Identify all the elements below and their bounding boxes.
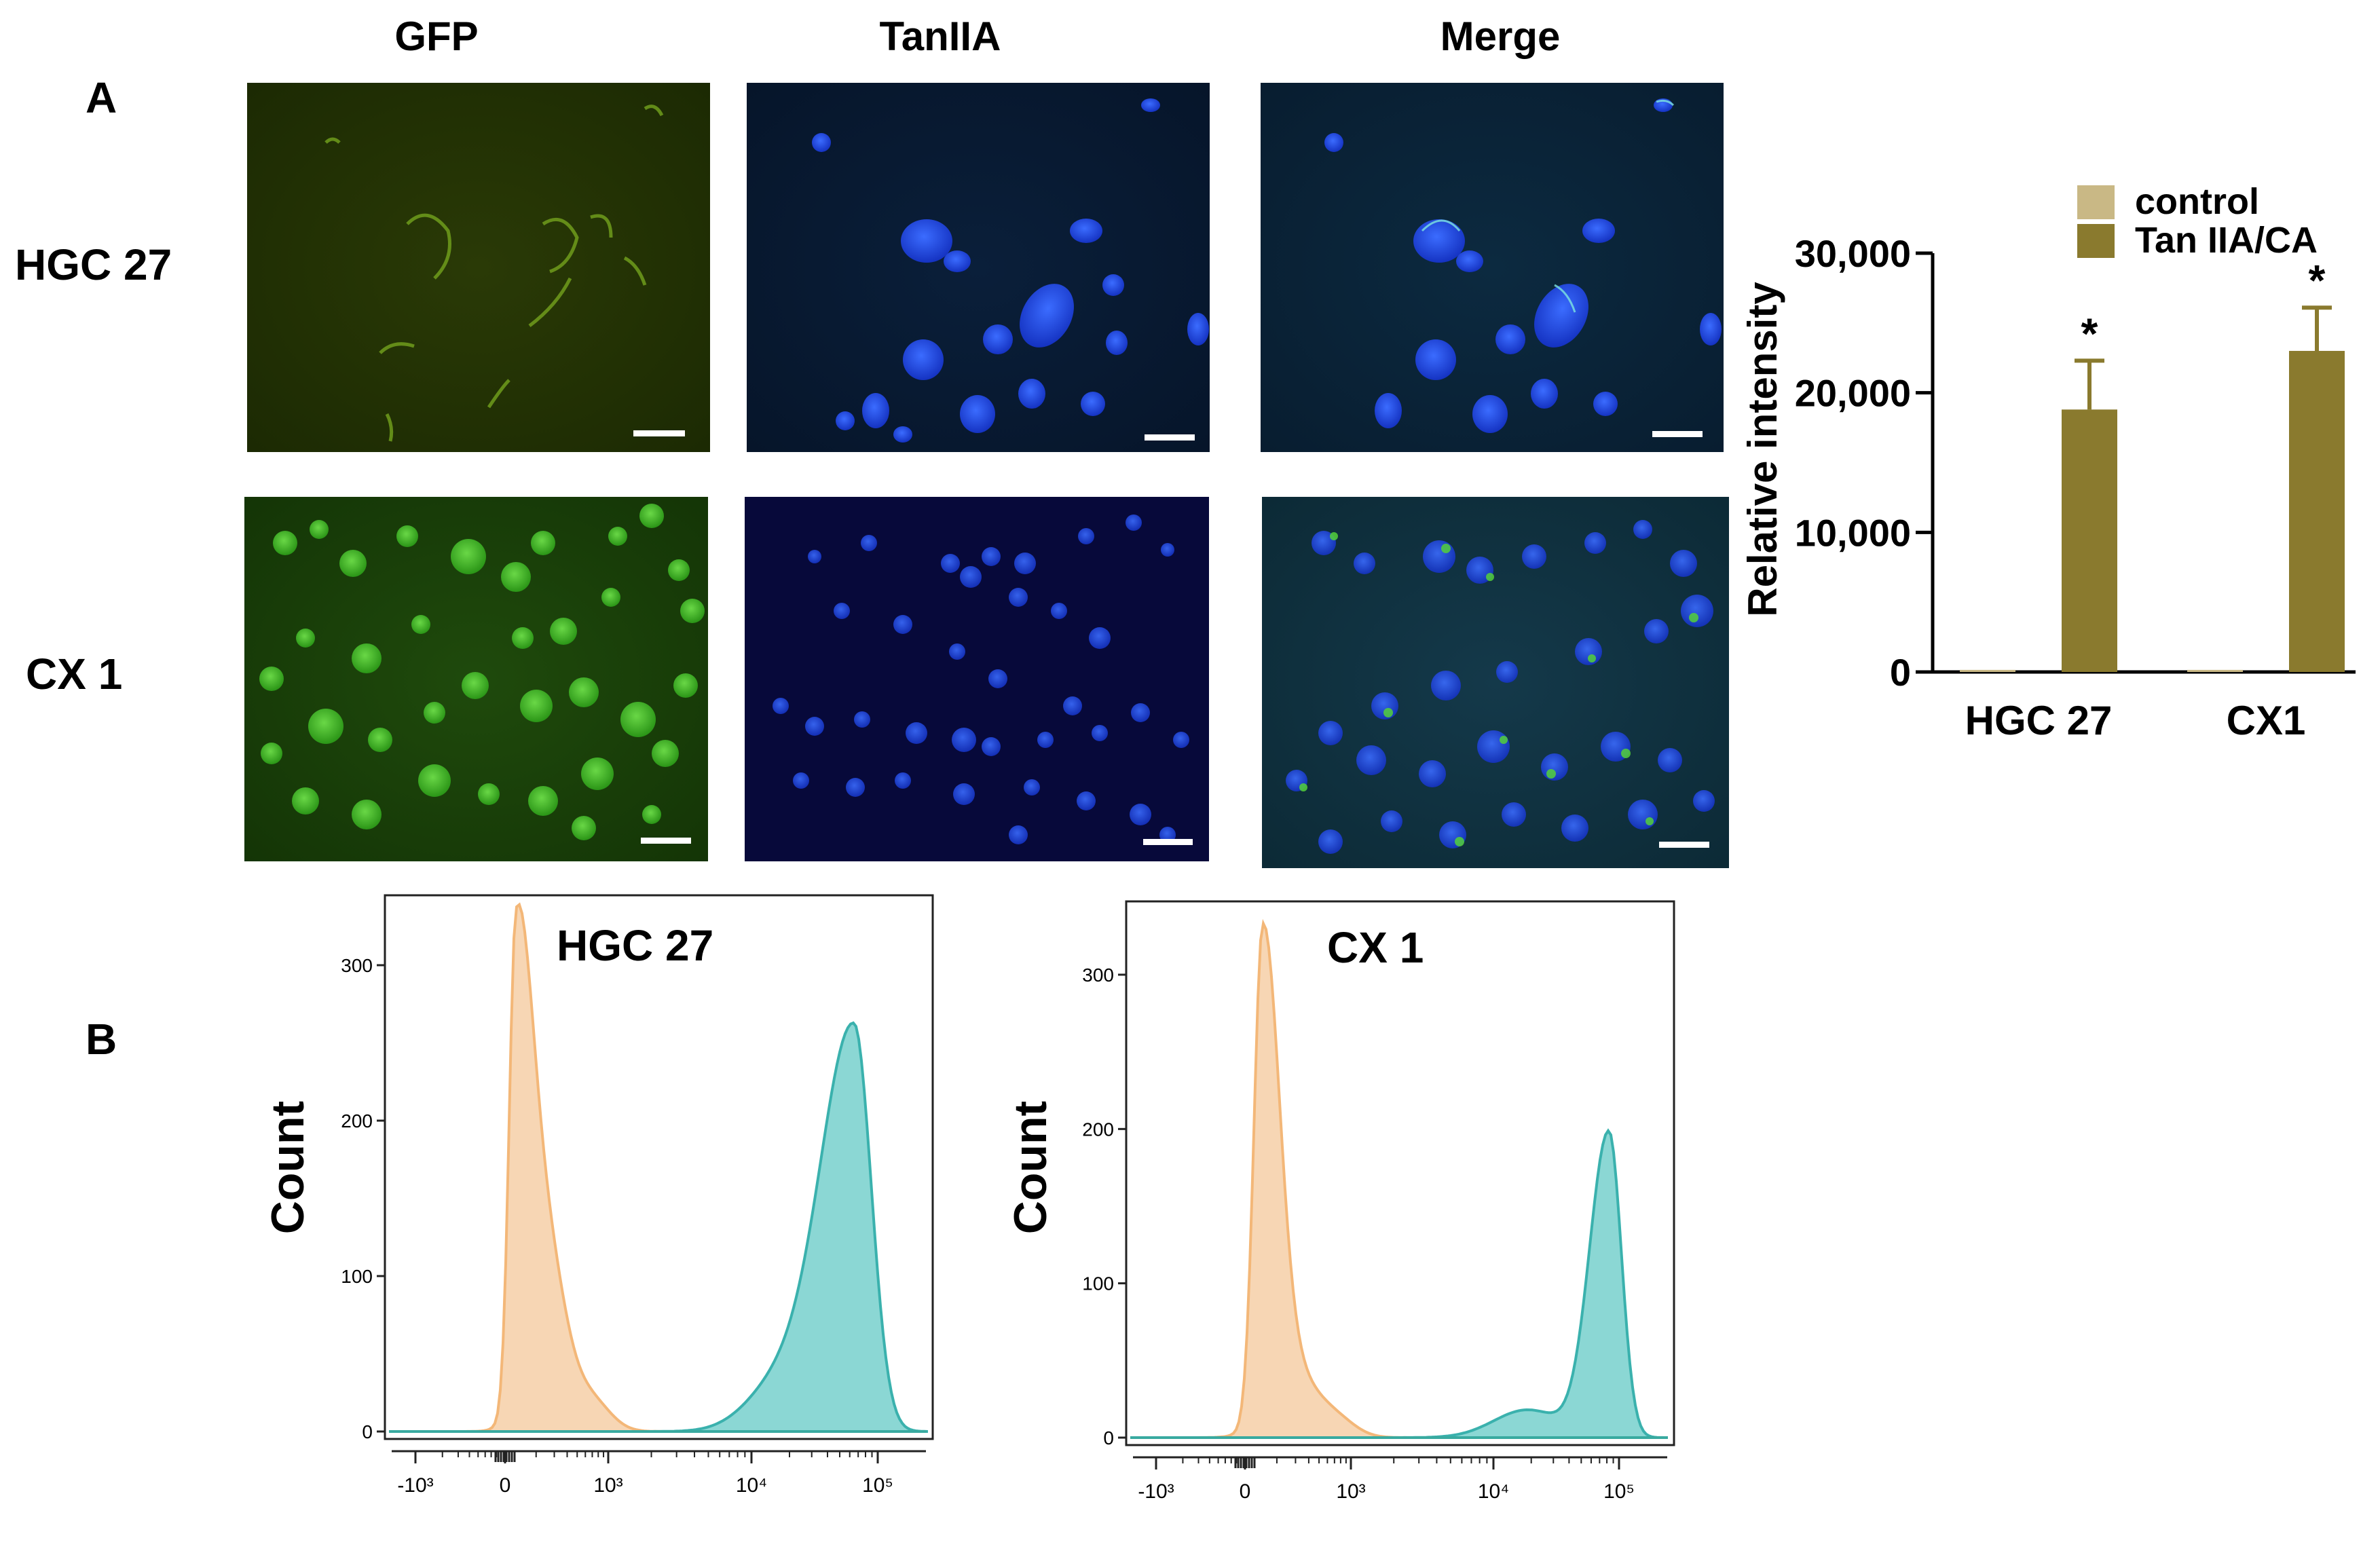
micrograph-taniia-hgc27	[747, 83, 1210, 452]
bar-y-tick-label: 20,000	[1795, 372, 1911, 415]
hist-y-tick-label: 100	[1082, 1273, 1114, 1294]
column-header-taniia: TanIIA	[880, 14, 1001, 59]
hist-y-tick-label: 200	[341, 1110, 373, 1131]
legend-swatch-tan-iia-ca	[2077, 224, 2115, 258]
scale-bar	[1659, 842, 1709, 848]
histogram-hgc27: HGC 27 Count 0 100 200 300 -10³ 0 10³ 10⁴ 10⁵	[262, 894, 934, 1497]
significance-star: *	[2309, 256, 2326, 305]
hist-y-tick-label: 100	[341, 1266, 373, 1287]
micrograph-merge-cx1	[1262, 497, 1729, 868]
scale-bar	[1143, 839, 1193, 845]
scale-bar	[1652, 431, 1703, 437]
scale-bar	[633, 430, 685, 436]
bar-tan-iia-ca	[2062, 409, 2117, 672]
bar-control	[2187, 669, 2243, 672]
micrograph-taniia-cx1	[745, 497, 1209, 861]
histogram-title: HGC 27	[557, 921, 713, 970]
bar-control	[1960, 669, 2015, 672]
scale-bar	[1145, 434, 1195, 441]
scale-bar	[641, 838, 691, 844]
micrograph-gfp-hgc27	[247, 83, 710, 452]
legend-swatch-control	[2077, 185, 2115, 219]
bar-legend: control Tan IIA/CA	[2077, 181, 2318, 261]
hist-x-tick-label: 10³	[1336, 1480, 1365, 1503]
hist-x-tick-label: 10⁴	[736, 1474, 767, 1497]
legend-label-control: control	[2135, 181, 2259, 222]
legend-label-tan-iia-ca: Tan IIA/CA	[2135, 220, 2318, 261]
micrograph-merge-hgc27	[1261, 83, 1724, 452]
hist-x-tick-label: -10³	[397, 1474, 433, 1497]
hist-y-tick-label: 0	[362, 1421, 373, 1442]
hist-x-tick-label: 10³	[593, 1474, 622, 1497]
histogram-stained-curve	[389, 1021, 928, 1433]
bar-y-tick-label: 10,000	[1795, 511, 1911, 554]
hist-x-tick-label: -10³	[1138, 1480, 1174, 1503]
hist-x-tick-label: 10⁵	[862, 1474, 893, 1497]
bar-y-tick-label: 0	[1890, 651, 1911, 694]
hist-x-tick-label: 0	[500, 1474, 511, 1497]
column-header-gfp: GFP	[394, 14, 478, 59]
hist-y-tick-label: 300	[341, 955, 373, 976]
histogram-cx1: CX 1 Count 0 100 200 300 -10³ 0 10³ 10⁴ 10⁵	[1005, 900, 1675, 1503]
histogram-y-label: Count	[262, 1101, 314, 1234]
panel-a-label: A	[86, 73, 117, 122]
histogram-y-label: Count	[1005, 1101, 1056, 1234]
hist-y-tick-label: 200	[1082, 1119, 1114, 1140]
panel-b-label: B	[86, 1015, 117, 1064]
hist-y-tick-label: 0	[1103, 1427, 1114, 1448]
hist-y-tick-label: 300	[1082, 965, 1114, 986]
bar-y-axis-label: Relative intensity	[1740, 282, 1785, 617]
bar-x-tick-label: CX1	[2227, 698, 2306, 743]
row-label-cx1: CX 1	[26, 650, 122, 698]
micrograph-gfp-cx1	[244, 497, 708, 861]
hist-x-tick-label: 10⁵	[1603, 1480, 1635, 1503]
bar-y-tick-label: 30,000	[1795, 232, 1911, 275]
significance-star: *	[2081, 309, 2098, 358]
bar-chart: 0 10,000 20,000 30,000 HGC 27 CX1 * * Relativ…	[1740, 181, 2356, 743]
hist-x-tick-label: 10⁴	[1478, 1480, 1509, 1503]
bar-x-tick-label: HGC 27	[1965, 698, 2113, 743]
column-header-merge: Merge	[1440, 14, 1561, 59]
histogram-title: CX 1	[1327, 923, 1424, 972]
hist-x-tick-label: 0	[1240, 1480, 1251, 1503]
bar-tan-iia-ca	[2289, 350, 2345, 672]
row-label-hgc27: HGC 27	[15, 240, 172, 289]
histogram-stained-curve	[1130, 1128, 1668, 1439]
